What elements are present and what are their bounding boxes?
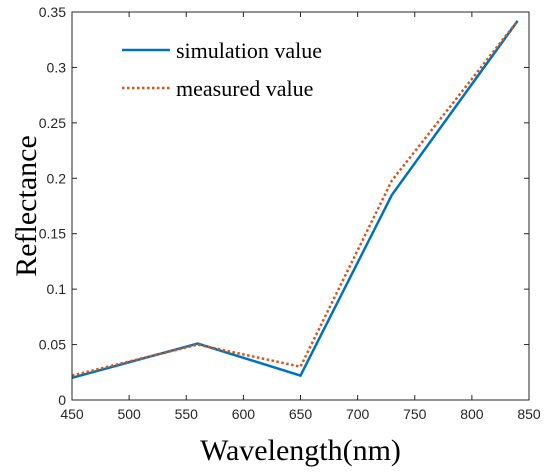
plot-area [72,12,529,400]
x-axis-ticks: 450 500 550 600 650 700 750 800 850 [60,12,541,422]
y-axis-ticks: 0 0.05 0.1 0.15 0.2 0.25 0.3 0.35 [39,4,529,408]
y-tick-label: 0 [58,392,66,408]
y-tick-label: 0.15 [39,226,66,242]
x-tick-label: 700 [346,406,370,422]
x-tick-label: 550 [175,406,199,422]
x-tick-label: 600 [232,406,256,422]
y-tick-label: 0.05 [39,337,66,353]
series-line-2 [71,20,519,377]
legend: simulation value measured value [122,38,322,101]
x-tick-label: 500 [117,406,141,422]
x-tick-label: 850 [517,406,541,422]
y-axis-title: Reflectance [10,135,43,277]
x-axis-title: Wavelength(nm) [200,434,401,467]
x-tick-label: 800 [460,406,484,422]
x-tick-label: 750 [403,406,427,422]
x-tick-label: 650 [289,406,313,422]
y-tick-label: 0.2 [47,170,67,186]
y-tick-label: 0.35 [39,4,66,20]
legend-label-1: simulation value [176,38,322,63]
y-tick-label: 0.25 [39,115,66,131]
plot-background [72,12,529,400]
x-tick-label: 450 [60,406,84,422]
y-tick-label: 0.3 [47,59,67,75]
series-layer [71,20,519,380]
legend-label-2: measured value [176,76,313,101]
y-tick-label: 0.1 [47,281,67,297]
